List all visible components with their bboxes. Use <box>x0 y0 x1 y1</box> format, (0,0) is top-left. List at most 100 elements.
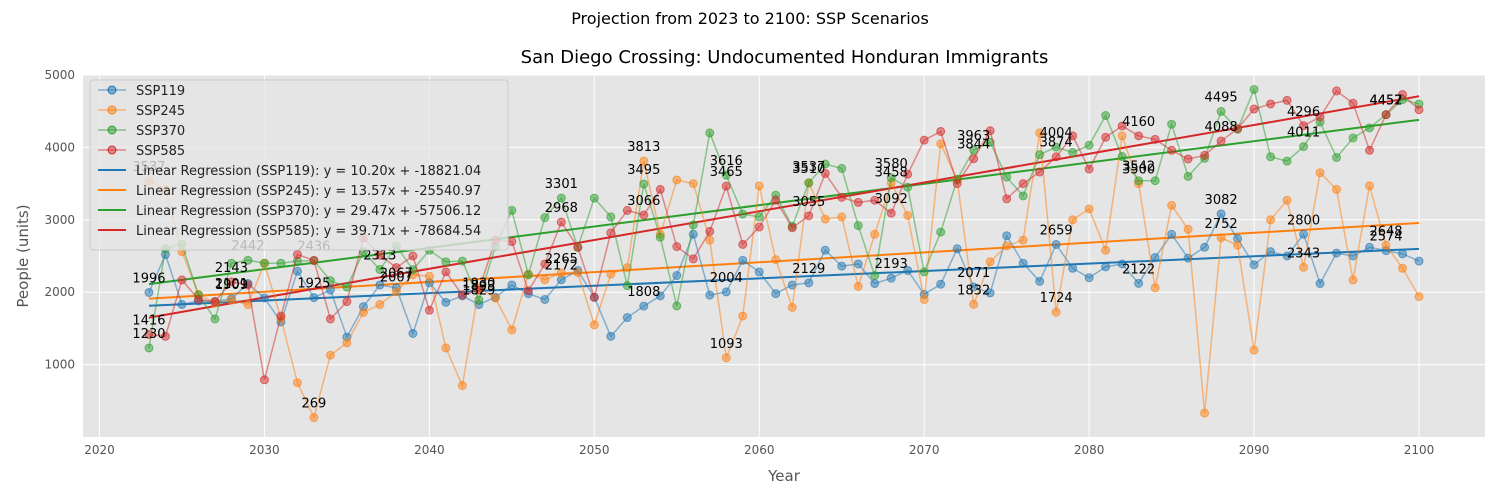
regression-line <box>148 247 1420 307</box>
legend-label: Linear Regression (SSP119): y = 10.20x +… <box>136 164 481 179</box>
data-point <box>144 343 154 353</box>
data-point <box>1282 95 1292 105</box>
legend-item: SSP245 <box>98 104 185 119</box>
data-point <box>1332 153 1342 163</box>
legend: SSP119 SSP245 SSP370 SSP585 Linear Regressio… <box>89 79 509 251</box>
data-point <box>309 255 319 265</box>
data-point <box>540 275 550 285</box>
chart-title: San Diego Crossing: Undocumented Hondura… <box>521 47 1049 68</box>
data-point <box>1282 156 1292 166</box>
data-point <box>738 209 748 219</box>
annotation-label: 3874 <box>1040 136 1073 151</box>
data-point <box>655 291 665 301</box>
annotation-label: 2800 <box>1287 213 1320 228</box>
legend-box <box>89 79 509 251</box>
series-ssp585 <box>144 86 1424 385</box>
data-point <box>1249 260 1259 270</box>
data-point <box>1084 273 1094 283</box>
x-tick-label: 2020 <box>84 443 115 457</box>
legend-label: Linear Regression (SSP585): y = 39.71x +… <box>136 224 481 239</box>
legend-label: SSP119 <box>136 84 185 99</box>
annotation-label: 3542 <box>1122 160 1155 175</box>
data-point <box>391 263 401 273</box>
y-tick-label: 3000 <box>44 213 75 227</box>
data-point <box>688 254 698 264</box>
data-point <box>1414 256 1424 266</box>
data-point <box>226 277 236 287</box>
annotation-label: 2129 <box>792 262 825 277</box>
data-point <box>160 331 170 341</box>
annotation-label: 1093 <box>710 337 743 352</box>
data-point <box>870 229 880 239</box>
data-point <box>507 325 517 335</box>
annotation-label: 4160 <box>1122 115 1155 130</box>
data-point <box>1084 164 1094 174</box>
data-point <box>1216 136 1226 146</box>
data-point <box>1216 233 1226 243</box>
data-point <box>919 135 929 145</box>
data-point <box>1332 248 1342 258</box>
data-point <box>853 281 863 291</box>
y-tick-label: 4000 <box>44 140 75 154</box>
data-point <box>375 300 385 310</box>
data-point <box>177 275 187 285</box>
data-point <box>1018 191 1028 201</box>
data-point <box>375 265 385 275</box>
data-point <box>787 302 797 312</box>
data-point <box>1299 229 1309 239</box>
data-point <box>705 226 715 236</box>
data-point <box>325 276 335 286</box>
data-point <box>952 179 962 189</box>
data-point <box>1002 194 1012 204</box>
legend-swatch-marker <box>107 125 117 135</box>
data-point <box>1266 247 1276 257</box>
data-point <box>688 220 698 230</box>
data-point <box>523 270 533 280</box>
y-tick-label: 1000 <box>44 358 75 372</box>
data-point <box>952 244 962 254</box>
data-point <box>1315 112 1325 122</box>
x-tick-label: 2030 <box>249 443 280 457</box>
annotation-label: 3537 <box>792 160 825 175</box>
annotation-label: 4495 <box>1205 91 1238 106</box>
data-point <box>408 251 418 261</box>
data-point <box>1051 142 1061 152</box>
data-point <box>243 255 253 265</box>
data-point <box>1167 145 1177 155</box>
data-point <box>1002 231 1012 241</box>
annotation-label: 4457 <box>1369 94 1402 109</box>
annotation-label: 1724 <box>1040 291 1073 306</box>
y-tick-label: 5000 <box>44 68 75 82</box>
series-layer <box>144 84 1424 423</box>
data-point <box>771 289 781 299</box>
data-point <box>1101 245 1111 255</box>
data-point <box>969 154 979 164</box>
data-point <box>1051 152 1061 162</box>
annotation-label: 1230 <box>132 327 165 342</box>
data-point <box>556 193 566 203</box>
data-point <box>342 297 352 307</box>
data-point <box>721 287 731 297</box>
annotation-label: 4296 <box>1287 105 1320 120</box>
data-point <box>672 242 682 252</box>
regression-layer <box>148 95 1420 319</box>
data-point <box>820 245 830 255</box>
data-point <box>309 413 319 423</box>
data-point <box>886 173 896 183</box>
annotation-label: 3055 <box>792 195 825 210</box>
data-point <box>556 268 566 278</box>
data-point <box>985 126 995 136</box>
annotation-label: 1808 <box>627 285 660 300</box>
data-point <box>1150 134 1160 144</box>
data-point <box>540 259 550 269</box>
data-point <box>424 305 434 315</box>
legend-item: SSP370 <box>98 124 185 139</box>
data-point <box>1068 131 1078 141</box>
data-point <box>1117 121 1127 131</box>
data-point <box>1348 98 1358 108</box>
data-point <box>639 301 649 311</box>
data-point <box>1183 171 1193 181</box>
data-point <box>804 211 814 221</box>
